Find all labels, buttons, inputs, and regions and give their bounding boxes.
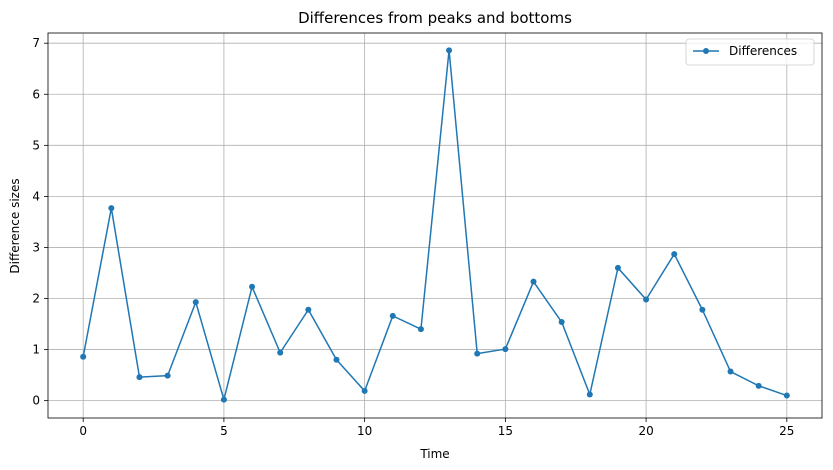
legend-label: Differences [729, 44, 797, 58]
series-line [82, 49, 788, 401]
data-point [586, 391, 593, 398]
grid [48, 33, 822, 418]
x-axis-label: Time [419, 447, 449, 461]
data-point [389, 312, 396, 319]
data-point [474, 350, 481, 357]
data-point [755, 382, 762, 389]
data-point [361, 387, 368, 394]
x-tick-label: 25 [779, 424, 794, 438]
data-point [192, 299, 199, 306]
data-point [305, 306, 312, 313]
y-tick-label: 1 [32, 343, 40, 357]
data-point [220, 396, 227, 403]
data-point [108, 205, 115, 212]
data-point [249, 283, 256, 290]
data-point [727, 368, 734, 375]
data-point [699, 306, 706, 313]
data-point [446, 47, 453, 54]
y-axis-label: Difference sizes [8, 178, 22, 273]
y-tick-label: 2 [32, 292, 40, 306]
data-point [783, 392, 790, 399]
data-point [530, 278, 537, 285]
x-tick-label: 15 [498, 424, 513, 438]
y-tick-label: 0 [32, 394, 40, 408]
axes: 0 5 10 15 20 25 0 1 2 3 4 5 6 7 [32, 32, 823, 438]
y-tick-label: 4 [32, 189, 40, 203]
y-tick-label: 5 [32, 138, 40, 152]
legend-box [685, 38, 815, 66]
legend: Differences [685, 38, 815, 66]
plot-frame [47, 32, 823, 419]
y-tick-label: 6 [32, 87, 40, 101]
data-point [671, 251, 678, 258]
data-point [164, 372, 171, 379]
data-point [502, 346, 509, 353]
data-point [333, 356, 340, 363]
x-tick-label: 5 [220, 424, 228, 438]
x-tick-label: 0 [79, 424, 87, 438]
x-tick-label: 20 [638, 424, 653, 438]
data-point [614, 264, 621, 271]
chart-title: Differences from peaks and bottoms [298, 9, 572, 27]
data-point [643, 296, 650, 303]
data-point [80, 353, 87, 360]
y-tick-label: 7 [32, 36, 40, 50]
data-point [136, 374, 143, 381]
data-point [277, 349, 284, 356]
data-point [417, 326, 424, 333]
x-tick-label: 10 [357, 424, 372, 438]
legend-marker-swatch [703, 48, 709, 54]
data-point [558, 319, 565, 326]
series-layer [80, 47, 790, 403]
y-tick-label: 3 [32, 240, 40, 254]
